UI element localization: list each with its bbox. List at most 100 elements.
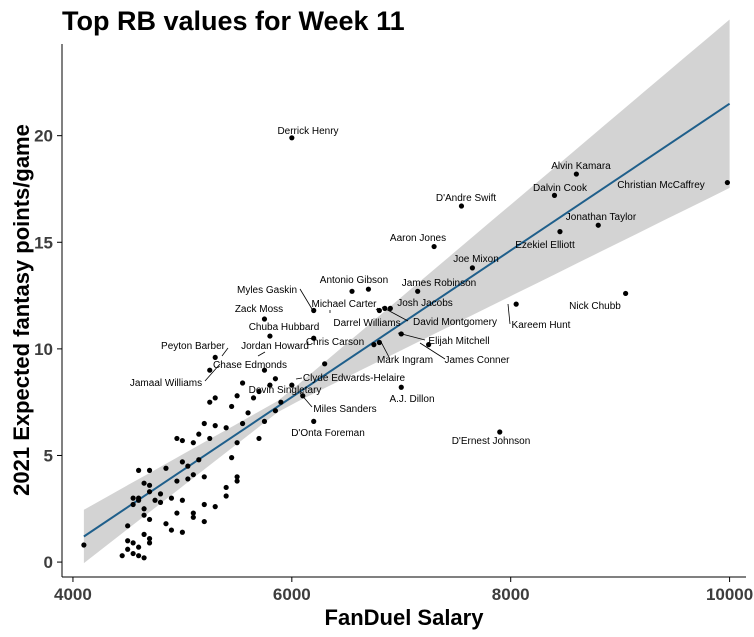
data-point	[141, 531, 147, 537]
point-label: Jonathan Taylor	[566, 212, 637, 223]
data-point	[146, 536, 153, 542]
data-point	[229, 403, 235, 410]
data-point	[130, 495, 136, 501]
point-label: James Conner	[444, 355, 510, 366]
label-leader-line	[507, 303, 511, 325]
y-tick-label: 5	[44, 446, 53, 465]
data-point	[179, 529, 185, 535]
x-tick-label: 10000	[706, 585, 753, 604]
data-point	[190, 472, 196, 478]
data-point	[146, 516, 153, 523]
point-label: David Montgomery	[413, 317, 497, 328]
data-point	[223, 484, 229, 491]
label-leader-line	[257, 351, 266, 357]
point-label: Joe Mixon	[453, 254, 499, 265]
data-point	[207, 435, 213, 442]
data-point	[157, 499, 164, 505]
data-point	[179, 437, 185, 444]
data-point	[261, 418, 268, 424]
data-point	[256, 435, 262, 442]
point-label: Zack Moss	[235, 304, 283, 315]
data-point	[152, 497, 158, 503]
x-axis-title: FanDuel Salary	[325, 605, 485, 630]
data-point	[311, 335, 317, 341]
point-label: D'Andre Swift	[436, 193, 496, 204]
data-point	[272, 376, 279, 382]
data-point	[267, 382, 273, 388]
data-point	[146, 467, 153, 473]
data-point	[136, 467, 142, 473]
point-label: Aaron Jones	[390, 233, 446, 244]
label-leader-line	[299, 288, 313, 310]
data-point	[141, 512, 147, 518]
data-point	[365, 286, 372, 292]
x-tick-label: 6000	[273, 585, 311, 604]
data-point	[168, 527, 175, 533]
data-point	[174, 510, 180, 516]
data-point	[146, 489, 153, 495]
data-point	[239, 420, 246, 427]
data-point	[212, 354, 218, 361]
y-tick-label: 10	[34, 340, 53, 359]
y-tick-label: 15	[34, 233, 53, 252]
data-point	[136, 553, 142, 559]
label-leader-line	[397, 332, 426, 341]
data-point	[223, 425, 229, 431]
point-label: Mark Ingram	[377, 355, 433, 366]
data-point	[426, 342, 432, 348]
point-label: Ezekiel Elliott	[515, 240, 575, 251]
data-point	[179, 497, 185, 503]
data-point	[229, 455, 235, 461]
data-point	[119, 553, 125, 559]
point-label: Elijah Mitchell	[428, 336, 489, 347]
data-point	[289, 135, 295, 141]
data-point	[322, 361, 328, 367]
data-point	[371, 342, 377, 348]
point-label: Alvin Kamara	[551, 161, 611, 172]
data-point	[146, 482, 153, 488]
data-point	[415, 288, 421, 294]
label-leader-line	[379, 339, 391, 360]
data-point	[261, 316, 268, 322]
point-label: Chris Carson	[306, 337, 364, 348]
label-leader-line	[204, 363, 221, 382]
data-point	[136, 495, 142, 501]
data-point	[289, 382, 295, 388]
y-tick-label: 20	[34, 127, 53, 146]
data-point	[201, 420, 207, 427]
point-label: Darrel Williams	[333, 318, 400, 329]
point-label: Peyton Barber	[161, 341, 226, 352]
label-leader-line	[419, 342, 446, 360]
data-point	[267, 333, 273, 339]
y-tick-label: 0	[44, 553, 53, 572]
point-label: Jordan Howard	[241, 341, 309, 352]
data-point	[497, 429, 503, 435]
point-labels-layer: Derrick Henry Alvin Kamara Christian McCaf…	[130, 126, 705, 447]
data-point	[136, 544, 142, 550]
data-point	[250, 395, 257, 401]
data-point	[174, 435, 180, 442]
data-point	[458, 203, 465, 209]
data-point	[157, 491, 164, 497]
data-point	[256, 388, 262, 395]
point-label: Michael Carter	[311, 299, 377, 310]
data-point	[125, 523, 131, 529]
data-point	[311, 307, 317, 314]
data-point	[272, 408, 279, 414]
point-label: Chuba Hubbard	[249, 322, 320, 333]
point-label: Dalvin Cook	[533, 183, 588, 194]
data-point	[398, 384, 404, 390]
point-label: Nick Chubb	[569, 301, 621, 312]
data-point	[125, 538, 131, 544]
data-point	[201, 501, 207, 508]
data-point	[201, 474, 207, 480]
data-point	[81, 542, 87, 548]
data-point	[201, 518, 207, 525]
data-point	[595, 222, 601, 228]
data-point	[212, 423, 218, 429]
data-point	[163, 465, 169, 471]
data-point	[513, 301, 519, 307]
confidence-band-layer	[83, 19, 730, 564]
label-leader-line	[381, 306, 409, 322]
